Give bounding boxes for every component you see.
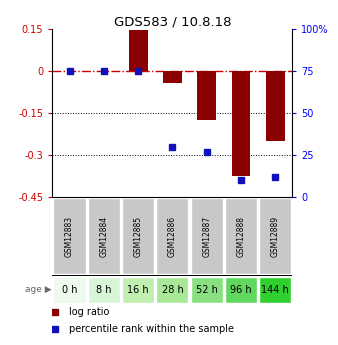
Text: 8 h: 8 h <box>96 285 112 295</box>
Text: GSM12884: GSM12884 <box>99 216 108 257</box>
Bar <box>53 198 86 274</box>
Bar <box>156 198 189 274</box>
Text: percentile rank within the sample: percentile rank within the sample <box>69 324 234 334</box>
Text: 52 h: 52 h <box>196 285 218 295</box>
Text: age ▶: age ▶ <box>25 285 52 294</box>
Bar <box>122 198 154 274</box>
Bar <box>259 277 291 303</box>
Bar <box>232 71 250 176</box>
Text: GSM12886: GSM12886 <box>168 216 177 257</box>
Bar <box>225 198 257 274</box>
Text: 28 h: 28 h <box>162 285 183 295</box>
Bar <box>88 277 120 303</box>
Bar <box>259 198 291 274</box>
Bar <box>163 71 182 83</box>
Bar <box>197 71 216 120</box>
Bar <box>129 30 147 71</box>
Bar <box>266 71 285 141</box>
Text: GSM12885: GSM12885 <box>134 216 143 257</box>
Text: GSM12887: GSM12887 <box>202 216 211 257</box>
Bar <box>88 198 120 274</box>
Bar <box>156 277 189 303</box>
Text: GSM12883: GSM12883 <box>65 216 74 257</box>
Text: 0 h: 0 h <box>62 285 77 295</box>
Bar <box>191 198 223 274</box>
Bar <box>191 277 223 303</box>
Text: GSM12889: GSM12889 <box>271 216 280 257</box>
Text: 96 h: 96 h <box>230 285 252 295</box>
Title: GDS583 / 10.8.18: GDS583 / 10.8.18 <box>114 15 231 28</box>
Text: 144 h: 144 h <box>261 285 289 295</box>
Bar <box>225 277 257 303</box>
Bar <box>122 277 154 303</box>
Text: 16 h: 16 h <box>127 285 149 295</box>
Text: log ratio: log ratio <box>69 307 110 317</box>
Text: GSM12888: GSM12888 <box>237 216 245 257</box>
Bar <box>53 277 86 303</box>
